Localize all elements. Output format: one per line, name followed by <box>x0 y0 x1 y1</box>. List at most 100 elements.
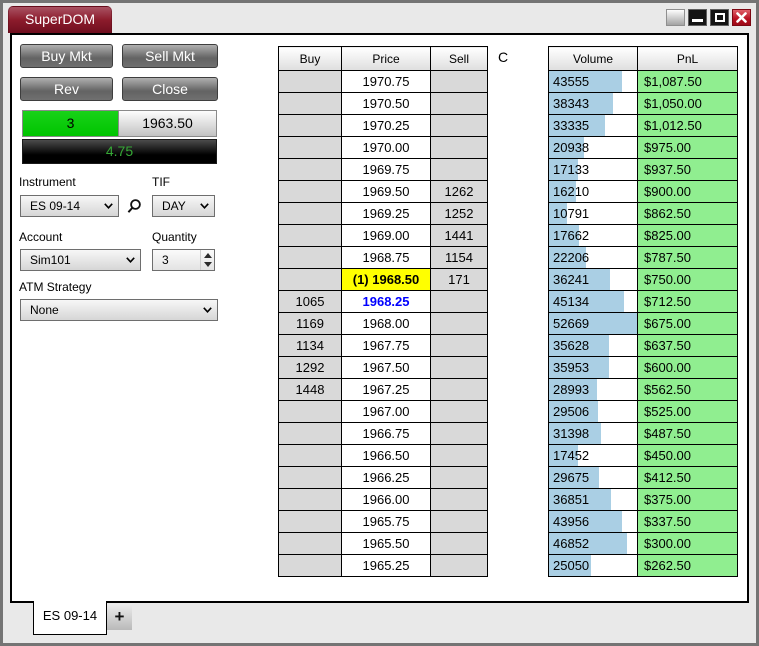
add-tab-button[interactable]: + <box>107 604 132 630</box>
ladder-sell-cell[interactable] <box>430 444 488 467</box>
close-button[interactable] <box>732 9 751 26</box>
volume-row: 33335 $1,012.50 <box>548 114 738 137</box>
pnl-cell: $975.00 <box>637 136 738 159</box>
ladder-sell-cell[interactable] <box>430 114 488 137</box>
ladder-sell-cell[interactable] <box>430 290 488 313</box>
pnl-cell: $487.50 <box>637 422 738 445</box>
ladder-row: 1966.50 <box>278 444 488 467</box>
quantity-value: 3 <box>162 253 169 267</box>
ladder-row: 1966.75 <box>278 422 488 445</box>
ladder-sell-cell[interactable] <box>430 510 488 533</box>
ladder-buy-cell[interactable] <box>278 70 342 93</box>
ladder-price-cell: 1966.50 <box>341 444 431 467</box>
ladder-sell-cell[interactable] <box>430 136 488 159</box>
ladder-buy-cell[interactable]: 1134 <box>278 334 342 357</box>
ladder-price-cell: 1967.25 <box>341 378 431 401</box>
minimize-button[interactable] <box>688 9 707 26</box>
ladder-row: 1969.25 1252 <box>278 202 488 225</box>
ladder-sell-cell[interactable] <box>430 378 488 401</box>
ladder-sell-cell[interactable] <box>430 532 488 555</box>
volume-value: 28993 <box>553 382 590 397</box>
ladder-sell-cell[interactable]: 1262 <box>430 180 488 203</box>
volume-cell: 17452 <box>548 444 638 467</box>
instrument-select[interactable]: ES 09-14 <box>20 195 119 217</box>
ladder-price-cell: 1969.00 <box>341 224 431 247</box>
ladder-sell-cell[interactable] <box>430 400 488 423</box>
volume-cell: 20938 <box>548 136 638 159</box>
center-button[interactable]: C <box>498 49 509 65</box>
ladder-buy-cell[interactable] <box>278 202 342 225</box>
ladder-sell-cell[interactable] <box>430 334 488 357</box>
ladder-sell-cell[interactable]: 171 <box>430 268 488 291</box>
ladder-buy-cell[interactable] <box>278 114 342 137</box>
account-label: Account <box>19 230 63 244</box>
ladder-buy-cell[interactable] <box>278 532 342 555</box>
buy-mkt-button[interactable]: Buy Mkt <box>20 44 113 68</box>
ladder-buy-cell[interactable] <box>278 136 342 159</box>
window-extra-button[interactable] <box>666 9 685 26</box>
maximize-button[interactable] <box>710 9 729 26</box>
ladder-buy-cell[interactable] <box>278 488 342 511</box>
volume-row: 16210 $900.00 <box>548 180 738 203</box>
volume-bar <box>549 511 623 532</box>
ladder-sell-cell[interactable]: 1441 <box>430 224 488 247</box>
spin-down-icon[interactable] <box>203 262 212 267</box>
ladder-sell-cell[interactable] <box>430 488 488 511</box>
ladder-buy-cell[interactable]: 1292 <box>278 356 342 379</box>
ladder-buy-cell[interactable] <box>278 422 342 445</box>
ladder-sell-cell[interactable] <box>430 92 488 115</box>
ladder-buy-cell[interactable] <box>278 268 342 291</box>
ladder-price-cell: 1966.00 <box>341 488 431 511</box>
ladder-buy-cell[interactable] <box>278 400 342 423</box>
ladder-buy-cell[interactable] <box>278 92 342 115</box>
volume-row: 43956 $337.50 <box>548 510 738 533</box>
titlebar[interactable]: SuperDOM <box>3 3 756 33</box>
ladder-row: 1065 1968.25 <box>278 290 488 313</box>
ladder-buy-cell[interactable] <box>278 466 342 489</box>
pnl-cell: $937.50 <box>637 158 738 181</box>
sell-mkt-button[interactable]: Sell Mkt <box>122 44 218 68</box>
pnl-cell: $375.00 <box>637 488 738 511</box>
ladder-buy-cell[interactable] <box>278 180 342 203</box>
atm-strategy-select[interactable]: None <box>20 299 218 321</box>
ladder-sell-cell[interactable] <box>430 356 488 379</box>
rev-button[interactable]: Rev <box>20 77 113 101</box>
quantity-stepper[interactable]: 3 <box>152 249 215 271</box>
instrument-lookup-button[interactable] <box>124 196 144 216</box>
tif-select[interactable]: DAY <box>152 195 215 217</box>
ladder-sell-cell[interactable] <box>430 70 488 93</box>
ladder-sell-cell[interactable] <box>430 554 488 577</box>
ladder-price-cell: 1969.75 <box>341 158 431 181</box>
ladder-sell-cell[interactable] <box>430 422 488 445</box>
volume-value: 38343 <box>553 96 590 111</box>
ladder-buy-cell[interactable]: 1169 <box>278 312 342 335</box>
volume-row: 43555 $1,087.50 <box>548 70 738 93</box>
pnl-cell: $300.00 <box>637 532 738 555</box>
ladder-sell-cell[interactable] <box>430 466 488 489</box>
ladder-sell-cell[interactable]: 1154 <box>430 246 488 269</box>
ladder-buy-cell[interactable] <box>278 246 342 269</box>
ladder-buy-cell[interactable] <box>278 554 342 577</box>
ladder-sell-cell[interactable] <box>430 158 488 181</box>
ladder-buy-cell[interactable] <box>278 510 342 533</box>
ladder-buy-cell[interactable]: 1448 <box>278 378 342 401</box>
tab-es-09-14[interactable]: ES 09-14 <box>33 601 107 635</box>
volume-bar <box>549 247 587 268</box>
volume-row: 17133 $937.50 <box>548 158 738 181</box>
ladder-buy-cell[interactable] <box>278 224 342 247</box>
close-position-button[interactable]: Close <box>122 77 218 101</box>
ladder-sell-cell[interactable] <box>430 312 488 335</box>
volume-row: 45134 $712.50 <box>548 290 738 313</box>
spin-up-icon[interactable] <box>203 253 212 258</box>
ladder-buy-cell[interactable]: 1065 <box>278 290 342 313</box>
volume-row: 31398 $487.50 <box>548 422 738 445</box>
volume-row: 28993 $562.50 <box>548 378 738 401</box>
ladder-buy-cell[interactable] <box>278 444 342 467</box>
account-select[interactable]: Sim101 <box>20 249 141 271</box>
volume-row: 36241 $750.00 <box>548 268 738 291</box>
volume-cell: 45134 <box>548 290 638 313</box>
instrument-value: ES 09-14 <box>30 199 81 213</box>
price-column-header: Price <box>341 46 431 71</box>
ladder-buy-cell[interactable] <box>278 158 342 181</box>
ladder-sell-cell[interactable]: 1252 <box>430 202 488 225</box>
